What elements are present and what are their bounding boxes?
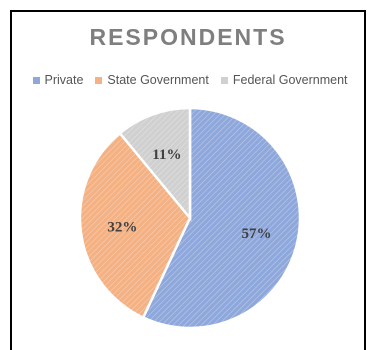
pie-chart: 57% 32% 11% [78, 106, 302, 330]
pie-slice-private [141, 106, 302, 330]
data-label-state-government: 32% [107, 220, 137, 236]
pie-slice-federal-government [118, 106, 192, 222]
legend-swatch-federal-government [220, 76, 228, 84]
legend-label-private: Private [44, 73, 84, 87]
legend-swatch-private [32, 76, 40, 84]
legend-swatch-state-government [95, 76, 103, 84]
legend-item-state-government: State Government [95, 73, 209, 87]
legend-item-federal-government: Federal Government [220, 73, 348, 87]
legend-item-private: Private [32, 73, 84, 87]
legend-label-federal-government: Federal Government [232, 73, 348, 87]
legend-label-state-government: State Government [107, 73, 209, 87]
data-label-federal-government: 11% [152, 147, 181, 163]
chart-legend: Private State Government Federal Governm… [14, 73, 366, 87]
pie-slice-state-government [78, 131, 192, 320]
data-label-private: 57% [242, 226, 272, 242]
chart-title: RESPONDENTS [89, 24, 287, 50]
